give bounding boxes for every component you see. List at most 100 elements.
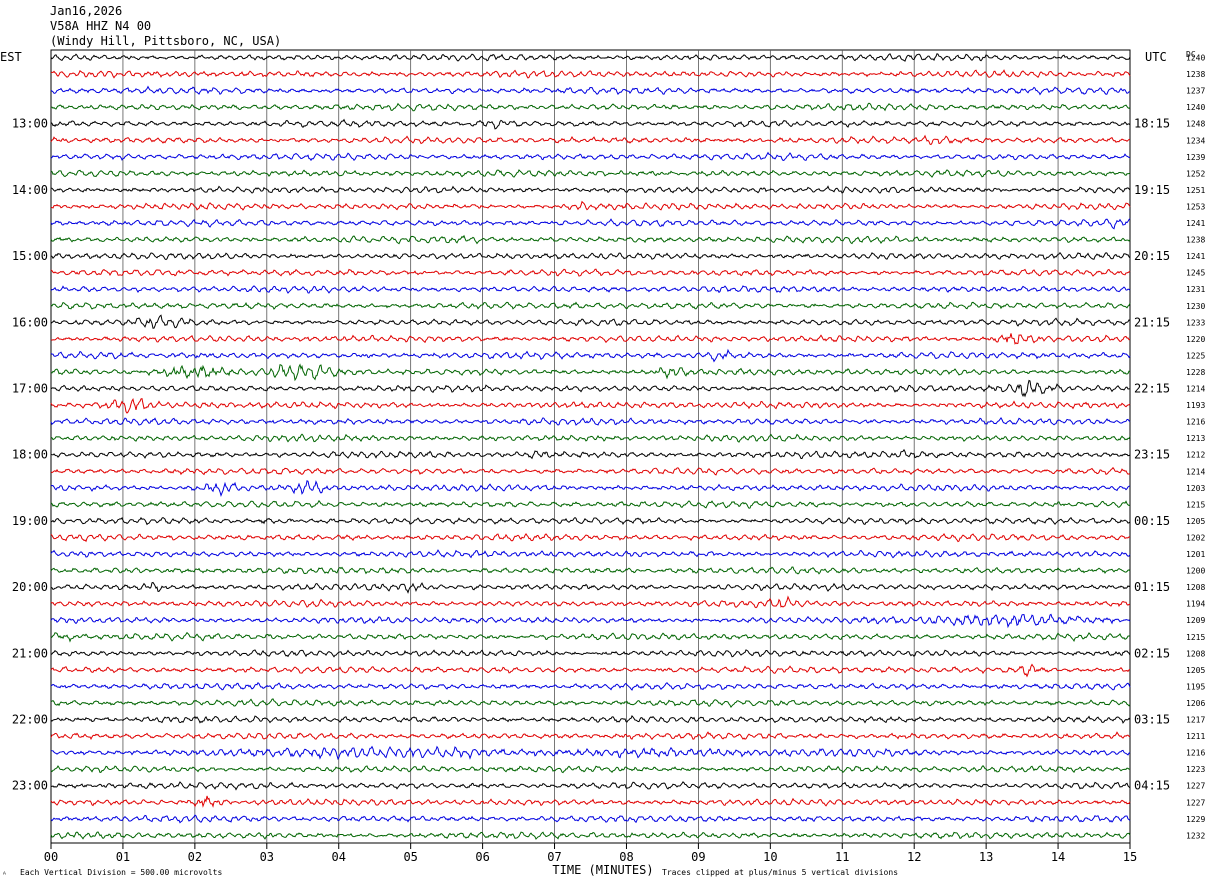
left-hour-label: 15:00 <box>12 249 48 263</box>
trace-line <box>50 731 1131 741</box>
header-location: (Windy Hill, Pittsboro, NC, USA) <box>50 34 282 48</box>
right-hour-label: 23:15 <box>1134 448 1170 462</box>
trace-line <box>50 714 1131 724</box>
dc-value-label: 1217 <box>1186 716 1205 725</box>
left-hour-label: 21:00 <box>12 646 48 660</box>
dc-value-label: 1223 <box>1186 765 1205 774</box>
trace-line <box>50 631 1131 643</box>
trace-line <box>50 781 1131 791</box>
trace-line <box>50 480 1131 498</box>
left-hour-label: 14:00 <box>12 183 48 197</box>
x-tick-label: 02 <box>188 850 202 864</box>
x-tick-label: 14 <box>1051 850 1065 864</box>
dc-value-label: 1195 <box>1186 682 1205 691</box>
x-tick-label: 03 <box>260 850 274 864</box>
dc-value-label: 1216 <box>1186 749 1205 758</box>
trace-line <box>50 433 1131 443</box>
right-hour-label: 20:15 <box>1134 249 1170 263</box>
left-hour-label: 13:00 <box>12 117 48 131</box>
trace-line <box>50 649 1131 658</box>
dc-value-label: 1214 <box>1186 385 1205 394</box>
corner-mark: ᴬ <box>2 870 7 879</box>
trace-line <box>50 118 1131 130</box>
trace-line <box>50 53 1131 62</box>
trace-line <box>50 301 1131 310</box>
right-hour-label: 01:15 <box>1134 580 1170 594</box>
dc-value-label: 1251 <box>1186 186 1205 195</box>
trace-line <box>50 764 1131 774</box>
x-tick-label: 11 <box>835 850 849 864</box>
trace-line <box>50 185 1131 194</box>
trace-line <box>50 234 1131 245</box>
dc-value-label: 1234 <box>1186 136 1205 145</box>
dc-value-label: 1240 <box>1186 103 1205 112</box>
trace-line <box>50 251 1131 261</box>
dc-value-label: 1206 <box>1186 699 1205 708</box>
trace-line <box>50 69 1131 79</box>
right-hour-label: 21:15 <box>1134 315 1170 329</box>
dc-value-label: 1216 <box>1186 418 1205 427</box>
trace-line <box>50 333 1131 345</box>
trace-line <box>50 397 1131 414</box>
header-station: V58A HHZ N4 00 <box>50 19 152 33</box>
dc-value-label: 1232 <box>1186 831 1205 840</box>
trace-line <box>50 268 1131 277</box>
trace-line <box>50 102 1131 112</box>
dc-value-label: 1203 <box>1186 484 1205 493</box>
dc-value-label: 1227 <box>1186 782 1205 791</box>
trace-line <box>50 85 1131 96</box>
trace-line <box>50 532 1131 543</box>
left-hour-label: 16:00 <box>12 315 48 329</box>
trace-line <box>50 134 1131 146</box>
trace-line <box>50 466 1131 476</box>
trace-line <box>50 499 1131 509</box>
left-hour-label: 20:00 <box>12 580 48 594</box>
trace-line <box>50 745 1131 761</box>
dc-value-label: 1230 <box>1186 302 1205 311</box>
dc-value-label: 1237 <box>1186 87 1205 96</box>
x-tick-label: 13 <box>979 850 993 864</box>
trace-line <box>50 581 1131 594</box>
x-tick-label: 00 <box>44 850 58 864</box>
right-hour-label: 19:15 <box>1134 183 1170 197</box>
left-hour-label: 23:00 <box>12 779 48 793</box>
dc-value-label: 1248 <box>1186 120 1205 129</box>
trace-line <box>50 595 1131 609</box>
dc-value-label: 1231 <box>1186 285 1205 294</box>
dc-value-label: 1240 <box>1186 54 1205 63</box>
left-hour-label: 17:00 <box>12 382 48 396</box>
dc-value-label: 1211 <box>1186 732 1205 741</box>
left-hour-label: 19:00 <box>12 514 48 528</box>
right-timezone-label: UTC <box>1145 50 1167 64</box>
right-hour-label: 00:15 <box>1134 514 1170 528</box>
clip-note: Traces clipped at plus/minus 5 vertical … <box>662 868 898 877</box>
left-hour-label: 22:00 <box>12 713 48 727</box>
dc-value-label: 1233 <box>1186 318 1205 327</box>
trace-line <box>50 218 1131 230</box>
x-tick-label: 04 <box>332 850 346 864</box>
trace-line <box>50 516 1131 526</box>
x-tick-label: 07 <box>547 850 561 864</box>
plot-frame <box>50 49 1131 844</box>
scale-note: Each Vertical Division = 500.00 microvol… <box>20 868 222 877</box>
dc-value-label: 1220 <box>1186 335 1205 344</box>
dc-value-label: 1252 <box>1186 169 1205 178</box>
trace-line <box>50 549 1131 559</box>
trace-line <box>50 698 1131 708</box>
trace-line <box>50 169 1131 178</box>
trace-line <box>50 363 1131 382</box>
right-hour-label: 22:15 <box>1134 382 1170 396</box>
dc-value-label: 1225 <box>1186 351 1205 360</box>
right-hour-label: 18:15 <box>1134 117 1170 131</box>
dc-value-label: 1213 <box>1186 434 1205 443</box>
seismic-traces <box>50 53 1131 840</box>
dc-value-label: 1200 <box>1186 567 1205 576</box>
dc-value-label: 1205 <box>1186 666 1205 675</box>
trace-line <box>50 314 1131 329</box>
dc-column-label: DC <box>1186 50 1196 59</box>
x-tick-label: 10 <box>763 850 777 864</box>
dc-value-label: 1238 <box>1186 70 1205 79</box>
left-timezone-label: EST <box>0 50 22 64</box>
dc-value-label: 1208 <box>1186 583 1205 592</box>
dc-value-label: 1241 <box>1186 252 1205 261</box>
